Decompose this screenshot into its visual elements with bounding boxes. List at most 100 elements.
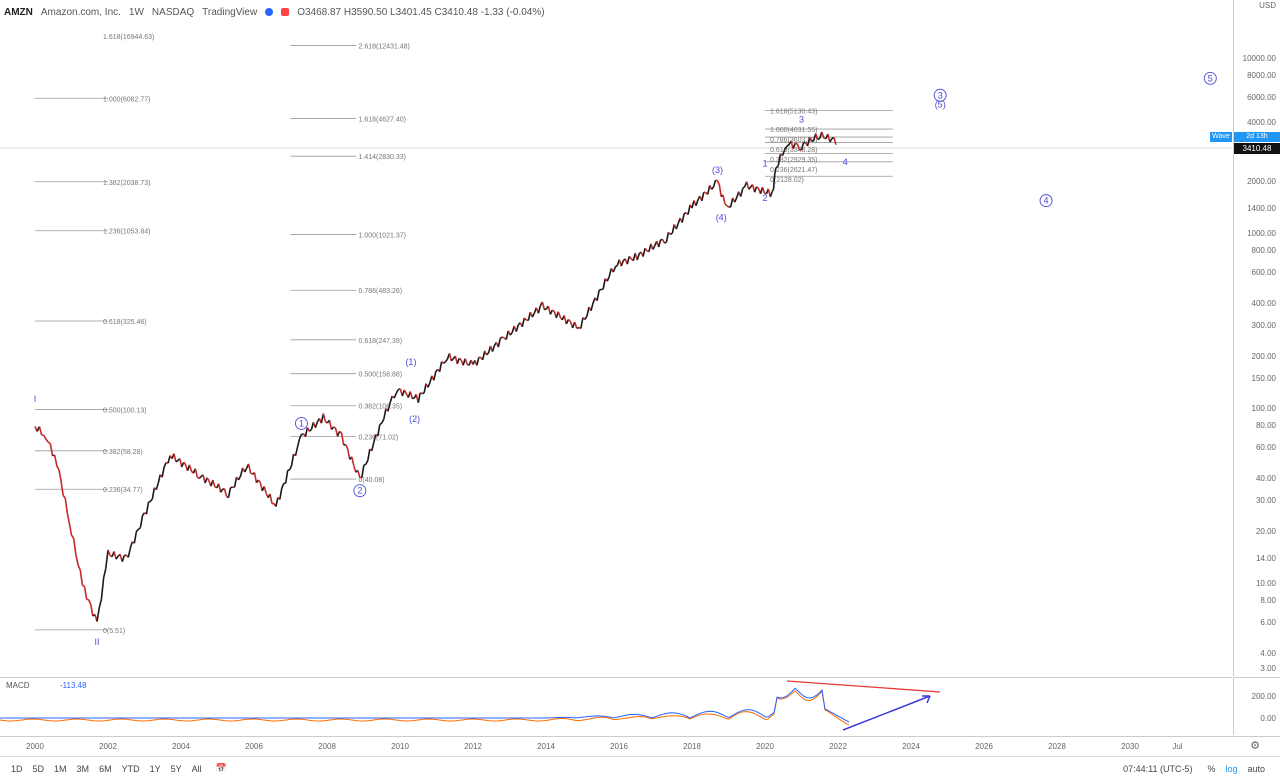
price-candle xyxy=(98,598,103,608)
price-candle xyxy=(151,487,156,500)
price-candle xyxy=(563,315,568,325)
range-button-6m[interactable]: 6M xyxy=(99,763,112,774)
wave-label: (3) xyxy=(712,165,723,175)
settings-gear-icon[interactable]: ⚙ xyxy=(1250,740,1260,752)
price-candle xyxy=(795,142,798,145)
price-candle xyxy=(458,357,462,361)
price-candle xyxy=(777,154,782,167)
price-candle xyxy=(636,253,640,261)
price-candle xyxy=(718,184,722,197)
price-axis[interactable]: USD 10000.00 8000.00 6000.00 4000.00 2000.00 1… xyxy=(1233,0,1280,676)
range-button-all[interactable]: All xyxy=(191,763,202,774)
price-candle xyxy=(456,357,460,365)
macd-pane[interactable]: MACD -113.48 xyxy=(0,677,1232,735)
range-button-3m[interactable]: 3M xyxy=(76,763,90,774)
price-candle xyxy=(606,276,610,282)
range-button-5y[interactable]: 5Y xyxy=(170,763,182,774)
price-tick: 10000.00 xyxy=(1242,54,1276,64)
time-axis[interactable]: ⚙ 2000 2002 2004 2006 2008 2010 2012 2014 2016 20… xyxy=(0,736,1280,756)
price-candle xyxy=(179,458,183,468)
wave-label: II xyxy=(95,637,100,647)
price-candle xyxy=(357,470,361,478)
log-toggle[interactable]: log xyxy=(1225,763,1238,774)
wave-label-circle xyxy=(1203,71,1217,85)
price-candle xyxy=(464,358,468,365)
range-button-1y[interactable]: 1Y xyxy=(149,763,161,774)
wave-label: (1) xyxy=(405,357,416,367)
price-candle xyxy=(586,306,590,317)
time-tick: 2002 xyxy=(99,742,117,751)
price-candle xyxy=(298,433,303,440)
wave-label: 4 xyxy=(843,157,848,167)
price-candle xyxy=(135,528,139,533)
price-tick: 300.00 xyxy=(1251,320,1276,330)
fib-level-label: 0.500(158.88) xyxy=(359,372,403,379)
price-tick: 80.00 xyxy=(1255,421,1276,431)
price-candle xyxy=(724,202,728,207)
price-candle xyxy=(336,431,341,437)
price-candle xyxy=(296,438,301,448)
time-tick: 2016 xyxy=(610,742,628,751)
price-candle xyxy=(628,255,632,260)
range-button-1m[interactable]: 1M xyxy=(54,763,67,774)
auto-toggle[interactable]: auto xyxy=(1247,763,1265,774)
price-candle xyxy=(537,305,542,314)
price-candle xyxy=(781,149,786,156)
clock[interactable]: 07:44:11 (UTC-5) xyxy=(1123,763,1193,774)
interval[interactable]: 1W xyxy=(128,6,144,18)
price-candle xyxy=(237,475,242,481)
price-candle xyxy=(87,599,92,606)
price-candle xyxy=(96,607,101,622)
price-candle xyxy=(509,331,513,336)
price-chart[interactable]: 1.618(16944.63) 1.000(6082.77) 1.382(2038.… xyxy=(0,0,1232,676)
price-candle xyxy=(253,472,258,483)
price-candle xyxy=(833,137,837,145)
wave-label-circle xyxy=(295,416,308,430)
price-tick: 40.00 xyxy=(1255,474,1276,484)
fib-level-label: 1.000(4031.55) xyxy=(770,127,817,134)
price-candle xyxy=(441,361,445,364)
symbol[interactable]: AMZN xyxy=(4,6,33,18)
price-candle xyxy=(683,212,687,215)
wave-label: 3 xyxy=(799,115,804,125)
price-candle xyxy=(60,480,64,496)
price-candle xyxy=(250,472,253,475)
price-candle xyxy=(175,459,179,463)
price-candle xyxy=(83,586,88,600)
time-tick: 2028 xyxy=(1048,742,1066,751)
fib-level-label: 1.000(1021.37) xyxy=(359,232,406,239)
price-candle xyxy=(711,186,715,190)
price-candle xyxy=(598,288,602,292)
price-candle xyxy=(403,389,408,395)
price-candle xyxy=(45,438,49,443)
price-candle xyxy=(167,455,171,464)
fib-level-label: 0(2128.02) xyxy=(770,177,804,184)
price-candle xyxy=(194,468,199,478)
price-candle xyxy=(38,426,43,435)
price-candle xyxy=(792,143,796,149)
price-candle xyxy=(206,477,210,482)
price-candle xyxy=(596,290,600,301)
price-candle xyxy=(701,192,705,201)
currency-label[interactable]: USD xyxy=(1259,1,1276,10)
price-candle xyxy=(129,541,134,549)
price-candle xyxy=(667,231,671,235)
percent-toggle[interactable]: % xyxy=(1207,763,1216,774)
price-candle xyxy=(259,482,264,492)
range-button-ytd[interactable]: YTD xyxy=(121,763,140,774)
price-candle xyxy=(230,486,233,489)
price-candle xyxy=(547,305,552,315)
fib-level-label: 0.236(71.02) xyxy=(359,435,399,442)
fib-level-label: 2.618(12431.48) xyxy=(359,44,410,51)
price-candle xyxy=(198,475,202,480)
date-range-calendar-icon[interactable]: 📅 xyxy=(215,763,227,773)
wave-label: 1 xyxy=(299,418,304,428)
price-candle xyxy=(551,309,555,313)
price-candle xyxy=(761,186,766,194)
price-candle xyxy=(580,317,584,329)
price-candle xyxy=(505,330,510,340)
price-candle xyxy=(373,434,377,443)
range-button-1d[interactable]: 1D xyxy=(11,763,23,774)
price-candle xyxy=(383,408,387,420)
range-button-5d[interactable]: 5D xyxy=(32,763,45,774)
